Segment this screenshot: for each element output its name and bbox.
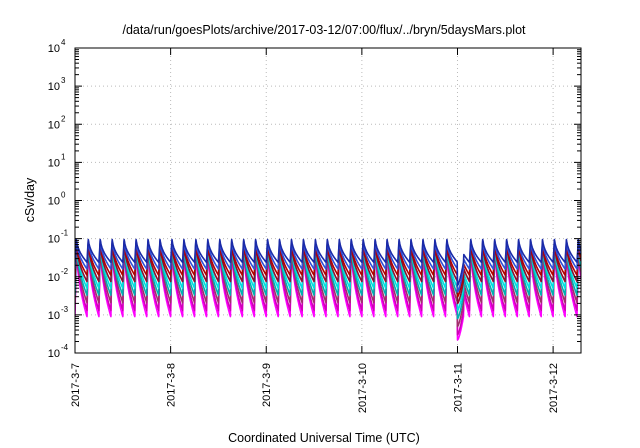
y-tick-base: 10	[48, 310, 60, 322]
y-tick-exp: -3	[61, 305, 69, 314]
y-tick-label: 10-1	[48, 229, 69, 246]
x-tick-label: 2017-3-7	[70, 363, 82, 407]
y-tick-label: 101	[48, 152, 66, 169]
y-tick-exp: 3	[61, 76, 66, 85]
y-tick-exp: 1	[61, 152, 66, 161]
y-tick-base: 10	[48, 234, 60, 246]
y-tick-exp: -2	[61, 267, 69, 276]
y-tick-base: 10	[48, 43, 60, 55]
y-tick-exp: 2	[61, 114, 66, 123]
y-tick-base: 10	[48, 196, 60, 208]
x-tick-label: 2017-3-11	[452, 363, 464, 412]
y-tick-base: 10	[48, 119, 60, 131]
y-tick-base: 10	[48, 272, 60, 284]
y-tick-label: 10-2	[48, 267, 69, 284]
x-tick-label: 2017-3-9	[261, 363, 273, 407]
y-tick-exp: 4	[61, 38, 66, 47]
y-tick-exp: -4	[61, 343, 69, 352]
y-tick-label: 100	[48, 191, 66, 208]
y-tick-label: 104	[48, 38, 66, 55]
series-line-9	[75, 238, 581, 286]
y-tick-exp: 0	[61, 191, 66, 200]
y-tick-label: 10-4	[48, 343, 69, 360]
y-tick-base: 10	[48, 157, 60, 169]
y-tick-label: 102	[48, 114, 66, 131]
chart-title: /data/run/goesPlots/archive/2017-03-12/0…	[122, 23, 526, 37]
y-tick-base: 10	[48, 81, 60, 93]
x-tick-label: 2017-3-12	[548, 363, 560, 413]
y-tick-base: 10	[48, 348, 60, 360]
y-axis-label: cSv/day	[23, 177, 37, 222]
y-tick-exp: -1	[61, 229, 69, 238]
x-ticks: 2017-3-7 2017-3-8 2017-3-9 2017-3-10 2017-3-…	[70, 48, 560, 413]
x-axis-label: Coordinated Universal Time (UTC)	[228, 431, 420, 445]
y-tick-label: 10-3	[48, 305, 69, 322]
y-tick-label: 103	[48, 76, 66, 93]
x-tick-label: 2017-3-10	[357, 363, 369, 413]
x-tick-label: 2017-3-8	[166, 363, 178, 407]
series-group	[75, 238, 581, 341]
